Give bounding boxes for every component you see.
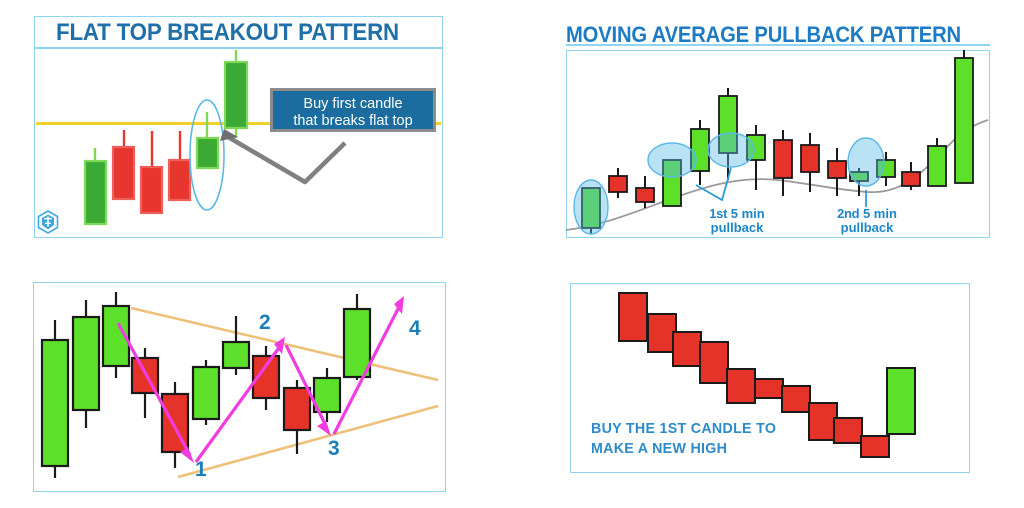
swing-point-1: 1: [195, 458, 207, 481]
zigzag-leg-up-4: [332, 296, 404, 435]
candle-down-9: [827, 148, 847, 196]
label-first-pullback: 1st 5 min pullback: [697, 207, 777, 235]
candle-up-14: [954, 50, 974, 184]
candle-up-9: [312, 368, 342, 422]
candle-group: [83, 50, 249, 226]
panel-broadening-wedge: [33, 282, 446, 492]
buy-first-candle-tooltip: Buy first candle that breaks flat top: [270, 88, 436, 132]
candle-down-9: [860, 435, 890, 458]
upper-trendline: [130, 306, 439, 382]
candle-down-3: [699, 341, 729, 384]
candle-down-8: [833, 417, 863, 444]
candle-group: [618, 292, 916, 458]
candle-down-0: [618, 292, 648, 342]
candle-up-5: [191, 360, 221, 425]
candle-up-0: [581, 187, 601, 234]
swing-point-3: 3: [328, 437, 340, 460]
candle-down-12: [901, 162, 921, 190]
swing-point-4: 4: [409, 317, 421, 340]
panel-1-title-divider: [34, 47, 443, 49]
lower-trendline: [177, 404, 439, 479]
candle-down-7: [808, 402, 838, 441]
highlight-ellipse-first-pullback-b: [707, 132, 755, 168]
zigzag-arrow-group: [116, 296, 404, 463]
panel-1-title: FLAT TOP BREAKOUT PATTERN: [56, 19, 399, 46]
tooltip-line-1: Buy first candle: [303, 96, 403, 112]
shield-hexagon-logo: [37, 210, 59, 234]
candle-down-3: [167, 131, 192, 202]
panel-2-title-underline: [566, 44, 990, 46]
second-pullback-rest: 5 min: [862, 206, 897, 221]
highlight-ellipse-group: [573, 132, 885, 235]
candle-down-6: [781, 385, 811, 413]
zigzag-leg-up-2: [194, 337, 285, 463]
first-pullback-ordinal: 1st: [709, 206, 728, 221]
new-high-caption-line-1: BUY THE 1ST CANDLE TO: [591, 420, 777, 437]
candle-down-8: [282, 380, 312, 454]
candle-down-4: [726, 368, 756, 404]
new-high-caption-line-2: MAKE A NEW HIGH: [591, 440, 728, 457]
swing-point-2: 2: [259, 311, 271, 334]
candle-down-2: [635, 176, 655, 208]
candle-down-2: [672, 331, 702, 367]
candle-up-3: [662, 159, 682, 207]
moving-average-curve: [565, 119, 989, 231]
zigzag-leg-down-3: [284, 344, 331, 436]
first-pullback-leader: [695, 167, 732, 202]
candle-up-5: [718, 88, 738, 180]
candle-up-10: [886, 367, 916, 435]
candle-up-0: [40, 320, 70, 478]
highlight-ellipse-second-pullback: [847, 137, 885, 187]
candle-down-7: [773, 130, 793, 196]
candle-up-0: [83, 148, 108, 226]
zigzag-leg-down-1: [116, 322, 194, 463]
candle-down-1: [647, 313, 677, 353]
candle-down-1: [608, 168, 628, 198]
new-high-caption: BUY THE 1ST CANDLE TO MAKE A NEW HIGH: [591, 419, 776, 459]
candle-up-4: [195, 112, 220, 170]
first-pullback-rest: 5 min: [730, 206, 765, 221]
second-pullback-line2: pullback: [840, 220, 894, 235]
candle-up-6: [221, 316, 251, 375]
first-pullback-line2: pullback: [710, 220, 764, 235]
panel-2-title: MOVING AVERAGE PULLBACK PATTERN: [566, 22, 961, 47]
candle-up-10: [849, 168, 869, 196]
candle-group: [581, 50, 974, 234]
candle-up-13: [927, 138, 947, 187]
candle-down-2: [139, 131, 164, 215]
candle-down-5: [754, 378, 784, 399]
tooltip-pointer-head: [220, 129, 238, 141]
label-second-pullback: 2nd 5 min pullback: [827, 207, 907, 235]
tooltip-pointer-line: [221, 132, 347, 185]
candle-up-1: [71, 300, 101, 428]
highlight-ellipse-start: [573, 179, 609, 235]
second-pullback-ordinal: 2nd: [837, 206, 860, 221]
candle-up-5: [223, 50, 249, 138]
breakout-highlight-ellipse: [189, 99, 225, 211]
candle-down-1: [111, 130, 136, 201]
tooltip-line-2: that breaks flat top: [293, 113, 413, 129]
highlight-ellipse-first-pullback: [647, 142, 697, 178]
candle-up-10: [342, 294, 372, 380]
candle-down-8: [800, 133, 820, 192]
